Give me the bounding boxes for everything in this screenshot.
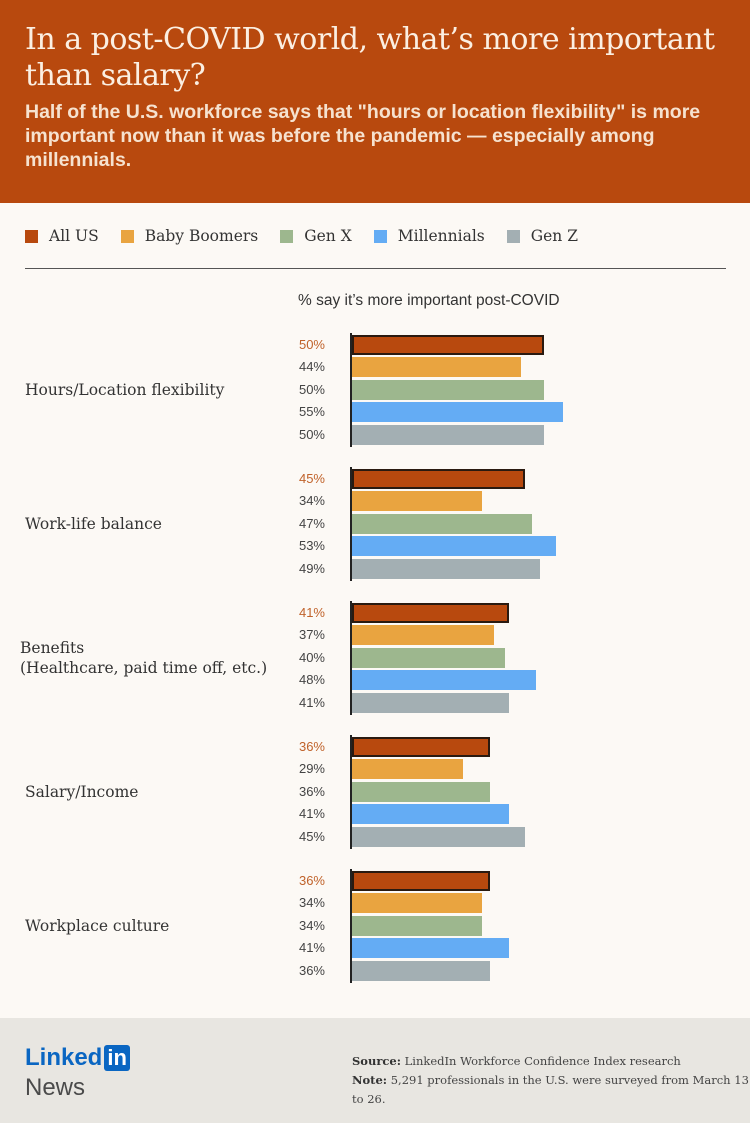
bar-baby-boomers — [352, 357, 521, 378]
legend-swatch — [280, 229, 294, 243]
logo-text: Linked — [25, 1044, 103, 1071]
data-label: 41% — [298, 940, 325, 956]
data-label: 50% — [298, 426, 325, 442]
data-label: 45% — [298, 471, 325, 486]
bar-baby-boomers — [352, 491, 482, 512]
bar-baby-boomers — [352, 625, 494, 646]
data-label: 53% — [298, 538, 325, 554]
legend-swatch — [25, 229, 38, 243]
bar-gen-x — [352, 915, 482, 936]
bar-gen-x — [352, 379, 544, 400]
data-label: 47% — [298, 515, 325, 531]
note-line: Note: 5,291 professionals in the U.S. we… — [352, 1073, 749, 1106]
legend-swatch — [373, 229, 387, 243]
axis-line — [350, 467, 352, 581]
divider — [25, 268, 726, 269]
legend-item: Gen X — [280, 227, 352, 245]
legend-label: Baby Boomers — [144, 227, 259, 245]
bar-millennials — [352, 536, 556, 557]
bar-gen-x — [352, 513, 533, 534]
data-label: 41% — [298, 694, 325, 710]
data-label: 49% — [298, 560, 325, 576]
data-label: 34% — [298, 493, 325, 509]
axis-line — [350, 869, 352, 983]
legend: All US Baby Boomers Gen X Millennials Gen Z — [25, 227, 600, 245]
bar-all-us — [352, 335, 544, 355]
data-label: 34% — [298, 895, 325, 911]
data-label: 41% — [298, 605, 325, 620]
chart-title: In a post-COVID world, what’s more impor… — [25, 22, 715, 93]
bar-millennials — [352, 804, 510, 825]
data-label: 36% — [298, 873, 325, 888]
bar-gen-z — [352, 826, 525, 847]
logo-news-text: News — [25, 1074, 86, 1101]
chart-subtitle: Half of the U.S. workforce says that "ho… — [25, 101, 701, 171]
data-label: 36% — [298, 962, 325, 978]
bar-all-us — [352, 737, 490, 757]
axis-line — [350, 333, 352, 447]
bar-baby-boomers — [352, 759, 463, 780]
category-label: Benefits (Healthcare, paid time off, etc… — [20, 638, 268, 677]
category-label: Hours/Location flexibility — [25, 380, 225, 399]
legend-item: Baby Boomers — [120, 227, 259, 245]
bar-gen-z — [352, 960, 490, 981]
category-label: Work-life balance — [25, 514, 162, 533]
data-label: 55% — [298, 404, 325, 420]
footer: Linked in News Source: LinkedIn Workforce… — [0, 1018, 750, 1123]
linkedin-in-icon: in — [104, 1045, 130, 1071]
bar-gen-z — [352, 692, 510, 713]
data-label: 34% — [298, 917, 325, 933]
bar-gen-x — [352, 647, 506, 668]
legend-item: Gen Z — [506, 227, 578, 245]
bar-all-us — [352, 469, 525, 489]
legend-swatch — [120, 229, 134, 243]
legend-label: Gen X — [304, 227, 352, 245]
axis-title: % say it’s more important post-COVID — [298, 292, 560, 309]
bar-chart: Hours/Location flexibility 50% 44% 50% 55% 50… — [20, 333, 564, 983]
bar-gen-z — [352, 424, 544, 445]
data-label: 36% — [298, 783, 325, 799]
data-label: 41% — [298, 806, 325, 822]
data-label: 45% — [298, 828, 325, 844]
axis-line — [350, 735, 352, 849]
bar-gen-z — [352, 558, 541, 579]
bar-gen-x — [352, 781, 490, 802]
data-label: 29% — [298, 761, 325, 777]
data-label: 40% — [298, 649, 325, 665]
axis-line — [350, 601, 352, 715]
legend-swatch — [506, 229, 520, 243]
source-line: Source: LinkedIn Workforce Confidence In… — [352, 1054, 681, 1068]
bar-millennials — [352, 670, 537, 691]
bar-millennials — [352, 402, 564, 423]
bar-millennials — [352, 938, 510, 959]
data-label: 44% — [298, 359, 325, 375]
data-label: 50% — [298, 337, 325, 352]
category-label: Workplace culture — [25, 916, 170, 935]
data-label: 48% — [298, 672, 325, 688]
category-label: Salary/Income — [25, 782, 139, 801]
legend-label: All US — [49, 227, 99, 245]
data-label: 50% — [298, 381, 325, 397]
bar-all-us — [352, 871, 490, 891]
data-label: 36% — [298, 739, 325, 754]
bar-all-us — [352, 603, 510, 623]
legend-label: Gen Z — [530, 227, 578, 245]
legend-label: Millennials — [397, 227, 485, 245]
bar-baby-boomers — [352, 893, 482, 914]
legend-item: All US — [25, 227, 99, 245]
header: In a post-COVID world, what’s more impor… — [0, 0, 750, 203]
source-notes: Source: LinkedIn Workforce Confidence In… — [352, 1052, 750, 1109]
legend-item: Millennials — [373, 227, 485, 245]
data-label: 37% — [298, 627, 325, 643]
linkedin-news-logo: Linked in News — [25, 1044, 130, 1102]
